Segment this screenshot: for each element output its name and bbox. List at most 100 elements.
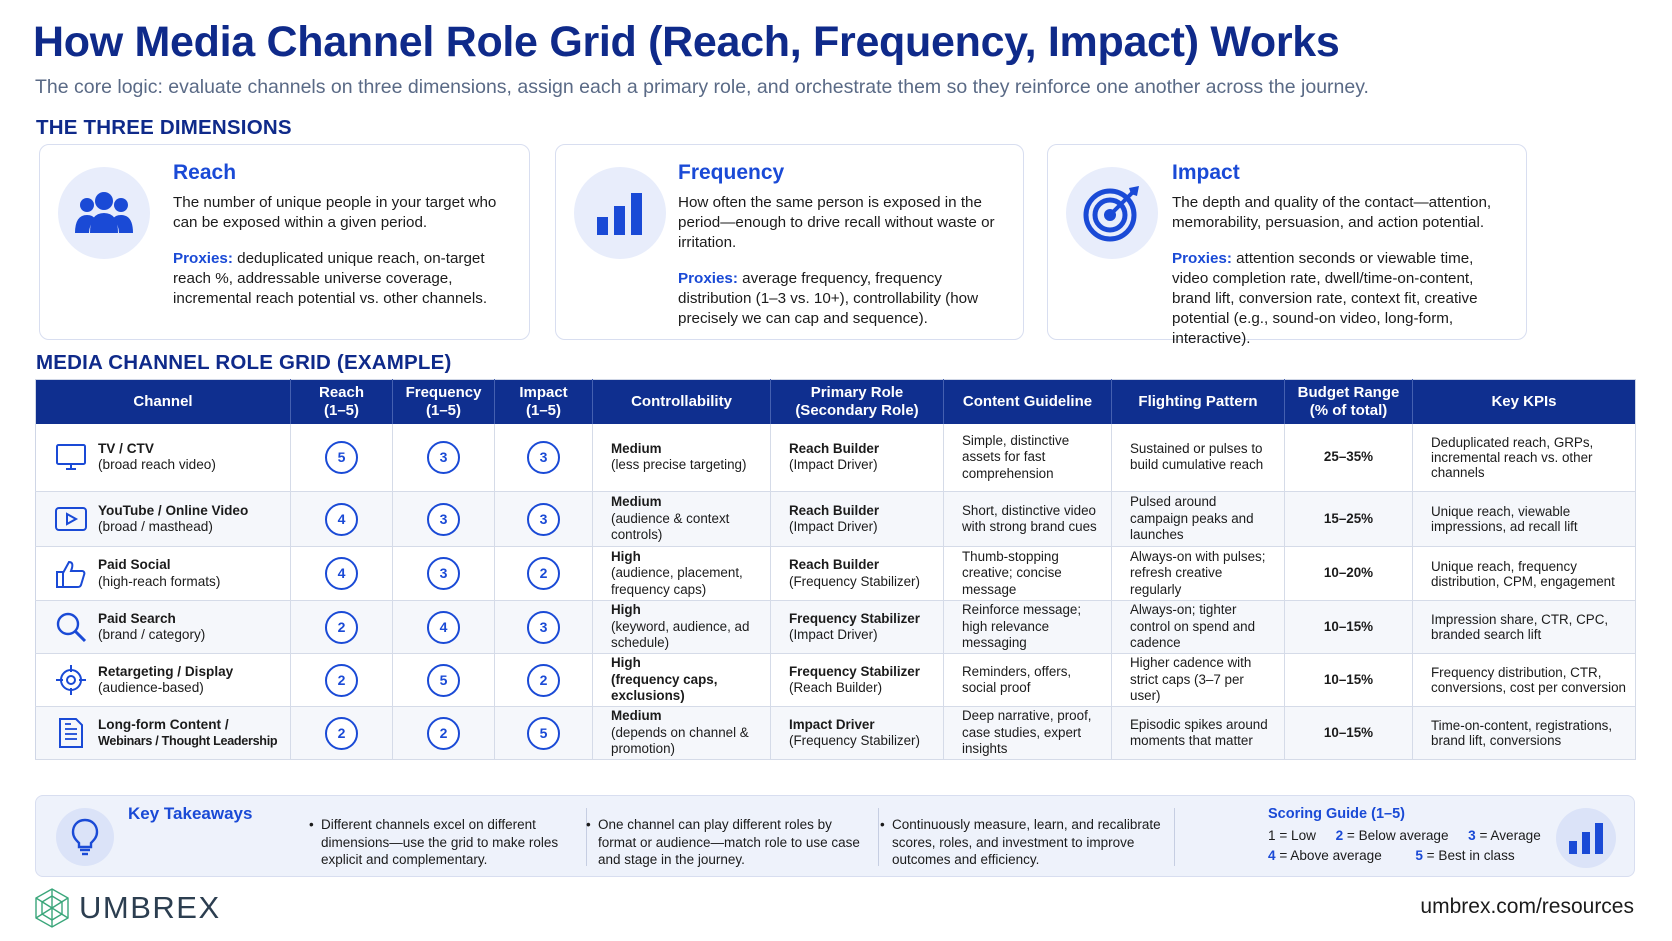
key-kpis-cell: Impression share, CTR, CPC, branded sear… — [1412, 600, 1636, 654]
key-kpis-cell: Unique reach, frequency distribution, CP… — [1412, 546, 1636, 601]
controllability-detail: (less precise targeting) — [611, 457, 747, 473]
impact-score: 3 — [527, 502, 560, 536]
proxies-label: Proxies: — [1172, 250, 1232, 267]
frequency-score: 3 — [427, 502, 460, 536]
brand-name: UMBREX — [79, 890, 221, 925]
bullet: • — [309, 817, 314, 832]
controllability-cell: Medium (audience & context controls) — [592, 491, 771, 547]
lightbulb-icon — [56, 808, 114, 866]
target-icon — [1066, 167, 1158, 259]
frequency-score-cell: 2 — [392, 706, 495, 760]
channel-name: YouTube / Online Video — [98, 502, 249, 518]
table-row: YouTube / Online Video (broad / masthead)… — [35, 491, 1636, 547]
channel-name: Paid Social — [98, 557, 171, 572]
channel-name: TV / CTV — [98, 440, 154, 456]
controllability-level: High — [611, 602, 641, 618]
channel-cell: Retargeting / Display (audience-based) — [35, 653, 291, 707]
channel-description: (broad reach video) — [98, 457, 216, 473]
impact-score: 2 — [527, 663, 560, 697]
scoring-guide-title: Scoring Guide (1–5) — [1268, 806, 1405, 822]
channel-description: (brand / category) — [98, 627, 206, 642]
channel-cell: Paid Search (brand / category) — [35, 600, 291, 654]
takeaway-text: One channel can play different roles by … — [598, 817, 860, 867]
controllability-detail: (audience, placement, frequency caps) — [611, 565, 743, 597]
dimension-title: Impact — [1172, 161, 1240, 184]
impact-score: 5 — [527, 716, 560, 750]
reach-score: 4 — [325, 502, 358, 536]
divider — [1174, 808, 1175, 866]
reach-score-cell: 2 — [290, 706, 393, 760]
controllability-level: High — [611, 548, 641, 564]
dimension-definition: The depth and quality of the contact—att… — [1172, 194, 1492, 231]
takeaway-text: Different channels excel on different di… — [321, 817, 559, 867]
proxies-text: attention seconds or viewable time, vide… — [1172, 250, 1478, 347]
footer-link[interactable]: umbrex.com/resources — [1420, 895, 1634, 918]
bullet: • — [586, 817, 591, 832]
primary-role: Reach Builder — [789, 502, 880, 518]
channel-name: Retargeting / Display — [98, 663, 234, 679]
takeaway-point: • Different channels excel on different … — [309, 816, 579, 869]
controllability-cell: High (keyword, audience, ad schedule) — [592, 600, 771, 654]
budget-range-cell: 10–15% — [1284, 706, 1413, 760]
proxies-label: Proxies: — [678, 270, 738, 287]
score-num: 4 — [1268, 848, 1276, 863]
table-header-row: Channel Reach (1–5) Frequency (1–5) Impa… — [35, 379, 1636, 424]
reach-score-cell: 2 — [290, 653, 393, 707]
controllability-detail: (depends on channel & promotion) — [611, 724, 749, 757]
takeaways-title: Key Takeaways — [128, 804, 253, 823]
frequency-score-cell: 3 — [392, 423, 495, 492]
reach-score: 2 — [325, 610, 358, 644]
frequency-score-cell: 3 — [392, 546, 495, 601]
dimensions-heading: THE THREE DIMENSIONS — [36, 116, 292, 139]
dimension-title: Reach — [173, 161, 237, 184]
content-guideline-cell: Short, distinctive video with strong bra… — [943, 491, 1112, 547]
score-label: = Above average — [1275, 848, 1382, 863]
page-subtitle: The core logic: evaluate channels on thr… — [35, 76, 1369, 98]
secondary-role: (Frequency Stabilizer) — [789, 573, 920, 589]
primary-role: Reach Builder — [789, 557, 880, 572]
channel-description: Webinars / Thought Leadership — [98, 734, 278, 748]
primary-role: Frequency Stabilizer — [789, 610, 920, 626]
channel-description: (broad / masthead) — [98, 519, 213, 534]
impact-score-cell: 2 — [494, 546, 593, 601]
dimension-proxies: Proxies: average frequency, frequency di… — [678, 269, 1009, 329]
reach-score-cell: 5 — [290, 423, 393, 492]
impact-score-cell: 3 — [494, 491, 593, 547]
frequency-score: 3 — [427, 557, 460, 590]
umbrex-logo-icon — [35, 888, 69, 928]
column-header: Reach (1–5) — [290, 379, 393, 424]
controllability-level: Medium — [611, 494, 662, 510]
scoring-guide-row: 1 = Low 2 = Below average 3 = Average — [1268, 828, 1541, 843]
crosshair-icon — [44, 664, 98, 696]
takeaway-text: Continuously measure, learn, and recalib… — [892, 817, 1161, 867]
frequency-score: 5 — [427, 663, 460, 697]
impact-score-cell: 3 — [494, 600, 593, 654]
dimension-card-reach: Reach The number of unique people in you… — [39, 144, 530, 340]
content-guideline-cell: Reminders, offers, social proof — [943, 653, 1112, 707]
bullet: • — [880, 817, 885, 832]
controllability-cell: Medium (depends on channel & promotion) — [592, 706, 771, 760]
controllability-cell: High (audience, placement, frequency caps… — [592, 546, 771, 601]
flighting-pattern-cell: Higher cadence with strict caps (3–7 per… — [1111, 653, 1285, 707]
dimension-card-impact: Impact The depth and quality of the cont… — [1047, 144, 1527, 347]
impact-score: 3 — [527, 440, 560, 474]
score-label: = Below average — [1343, 828, 1449, 843]
channel-name: Long-form Content / — [98, 716, 229, 732]
role-cell: Reach Builder (Impact Driver) — [770, 491, 944, 547]
reach-score: 2 — [325, 663, 358, 697]
column-header: Content Guideline — [943, 379, 1112, 424]
flighting-pattern-cell: Always-on with pulses; refresh creative … — [1111, 546, 1285, 601]
controllability-level: Medium — [611, 708, 662, 724]
content-guideline-cell: Reinforce message; high relevance messag… — [943, 600, 1112, 654]
secondary-role: (Impact Driver) — [789, 627, 878, 642]
budget-range-cell: 25–35% — [1284, 423, 1413, 492]
table-row: Retargeting / Display (audience-based) 2 5 2… — [35, 653, 1636, 707]
divider — [586, 808, 587, 866]
reach-score-cell: 2 — [290, 600, 393, 654]
impact-score: 2 — [527, 557, 560, 590]
channel-cell: TV / CTV (broad reach video) — [35, 423, 291, 492]
table-row: Paid Social (high-reach formats) 4 3 2 High (a… — [35, 546, 1636, 601]
column-header: Frequency (1–5) — [392, 379, 495, 424]
reach-score: 5 — [325, 440, 358, 474]
channel-description: (audience-based) — [98, 680, 204, 695]
